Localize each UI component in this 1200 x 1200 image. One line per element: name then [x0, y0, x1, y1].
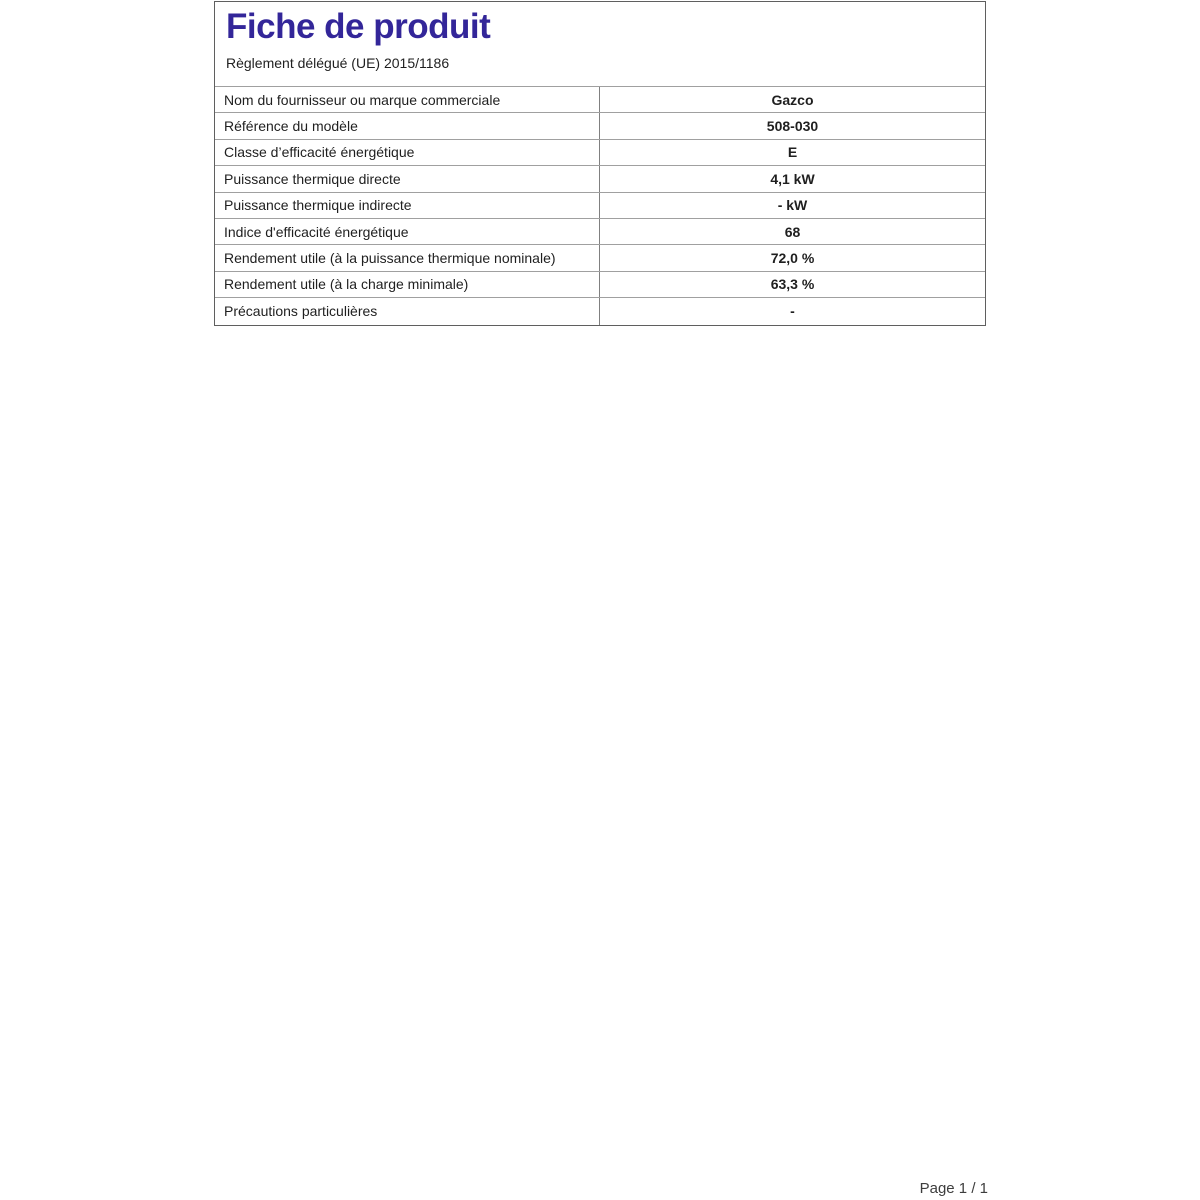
- row-value: 63,3 %: [770, 276, 815, 293]
- row-label: Rendement utile (à la puissance thermiqu…: [215, 245, 600, 271]
- product-spec-table: Nom du fournisseur ou marque commerciale…: [215, 87, 985, 325]
- page-title: Fiche de produit: [226, 7, 491, 46]
- row-label: Puissance thermique indirecte: [215, 192, 600, 218]
- table-row-efficiency-nominal: Rendement utile (à la puissance thermiqu…: [215, 245, 985, 272]
- table-row-indirect-heat-output: Puissance thermique indirecte - kW: [215, 192, 985, 219]
- table-row-direct-heat-output: Puissance thermique directe 4,1 kW: [215, 166, 985, 193]
- row-value: - kW: [777, 197, 808, 214]
- table-row-energy-class: Classe d’efficacité énergétique E: [215, 139, 985, 167]
- table-row-special-precautions: Précautions particulières -: [215, 298, 985, 325]
- row-value: 68: [784, 223, 801, 240]
- row-label: Nom du fournisseur ou marque commerciale: [215, 87, 600, 113]
- table-row-efficiency-minimum-load: Rendement utile (à la charge minimale) 6…: [215, 271, 985, 299]
- row-label: Puissance thermique directe: [215, 166, 600, 192]
- row-label: Indice d'efficacité énergétique: [215, 218, 600, 245]
- row-label: Classe d’efficacité énergétique: [215, 139, 600, 166]
- regulation-subtitle: Règlement délégué (UE) 2015/1186: [226, 55, 450, 71]
- fiche-header: Fiche de produit Règlement délégué (UE) …: [215, 2, 985, 87]
- row-label: Référence du modèle: [215, 113, 600, 139]
- row-label: Rendement utile (à la charge minimale): [215, 271, 600, 298]
- row-value: 72,0 %: [770, 250, 815, 267]
- product-fiche: Fiche de produit Règlement délégué (UE) …: [214, 1, 986, 326]
- row-label: Précautions particulières: [215, 298, 600, 325]
- table-row-energy-efficiency-index: Indice d'efficacité énergétique 68: [215, 218, 985, 246]
- row-value: 4,1 kW: [770, 170, 815, 187]
- table-row-supplier: Nom du fournisseur ou marque commerciale…: [215, 87, 985, 114]
- table-row-model-reference: Référence du modèle 508-030: [215, 113, 985, 140]
- row-value: -: [790, 303, 795, 320]
- row-value: Gazco: [771, 91, 814, 108]
- page-number-indicator: Page 1 / 1: [919, 1180, 988, 1197]
- row-value: E: [787, 144, 798, 161]
- row-value: 508-030: [766, 118, 819, 135]
